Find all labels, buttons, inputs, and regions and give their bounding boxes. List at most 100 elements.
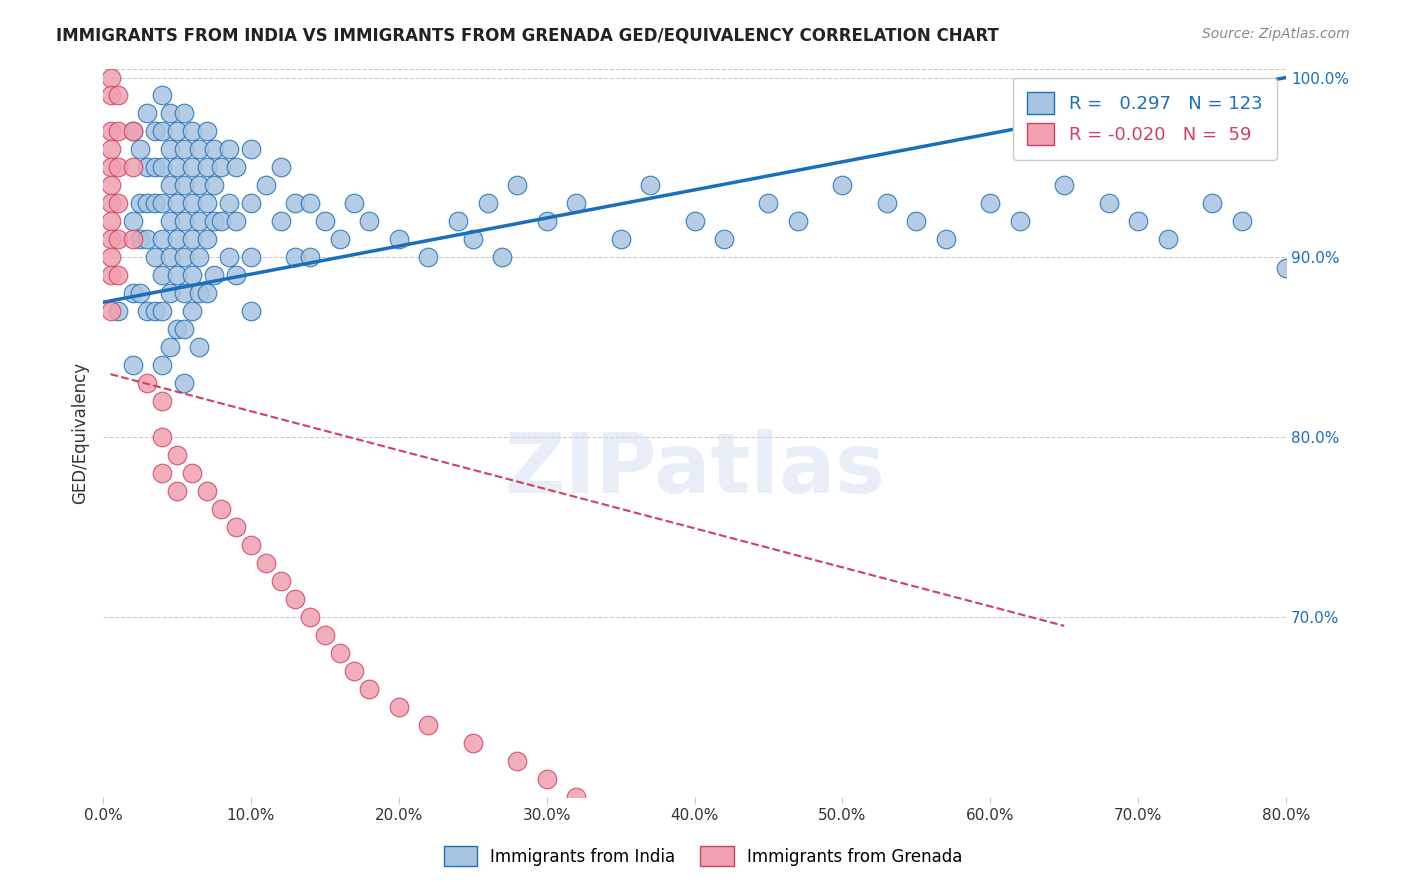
Point	[1008, 214, 1031, 228]
Point	[491, 250, 513, 264]
Point	[343, 664, 366, 678]
Point	[150, 430, 173, 444]
Point	[477, 196, 499, 211]
Point	[225, 268, 247, 283]
Point	[143, 124, 166, 138]
Point	[150, 268, 173, 283]
Point	[270, 574, 292, 588]
Point	[136, 196, 159, 211]
Point	[143, 196, 166, 211]
Point	[129, 143, 152, 157]
Point	[758, 880, 780, 892]
Point	[506, 754, 529, 768]
Point	[536, 214, 558, 228]
Point	[240, 538, 263, 552]
Point	[143, 304, 166, 318]
Point	[121, 161, 143, 175]
Point	[418, 250, 440, 264]
Point	[166, 124, 188, 138]
Point	[150, 232, 173, 246]
Point	[299, 610, 322, 624]
Point	[159, 178, 181, 193]
Point	[150, 466, 173, 480]
Point	[180, 196, 202, 211]
Point	[100, 124, 122, 138]
Point	[107, 196, 129, 211]
Point	[180, 161, 202, 175]
Point	[225, 520, 247, 534]
Legend: R =   0.297   N = 123, R = -0.020   N =  59: R = 0.297 N = 123, R = -0.020 N = 59	[1012, 78, 1277, 160]
Point	[107, 304, 129, 318]
Point	[654, 825, 676, 839]
Point	[1230, 214, 1253, 228]
Point	[188, 340, 211, 354]
Point	[565, 196, 588, 211]
Point	[150, 394, 173, 409]
Point	[329, 232, 352, 246]
Point	[166, 268, 188, 283]
Point	[1097, 196, 1119, 211]
Point	[195, 196, 218, 211]
Point	[638, 178, 661, 193]
Legend: Immigrants from India, Immigrants from Grenada: Immigrants from India, Immigrants from G…	[436, 838, 970, 875]
Point	[107, 161, 129, 175]
Point	[240, 196, 263, 211]
Point	[284, 591, 307, 606]
Point	[254, 556, 277, 570]
Point	[121, 124, 143, 138]
Point	[100, 161, 122, 175]
Point	[100, 268, 122, 283]
Point	[159, 106, 181, 120]
Point	[100, 178, 122, 193]
Point	[129, 232, 152, 246]
Point	[240, 143, 263, 157]
Point	[461, 232, 484, 246]
Point	[136, 161, 159, 175]
Point	[240, 250, 263, 264]
Point	[136, 304, 159, 318]
Point	[758, 196, 780, 211]
Point	[159, 214, 181, 228]
Point	[173, 143, 195, 157]
Point	[173, 178, 195, 193]
Point	[136, 232, 159, 246]
Point	[173, 376, 195, 391]
Point	[1319, 214, 1341, 228]
Point	[1393, 196, 1406, 211]
Point	[359, 214, 381, 228]
Point	[136, 106, 159, 120]
Point	[254, 178, 277, 193]
Point	[100, 232, 122, 246]
Point	[100, 196, 122, 211]
Point	[166, 483, 188, 498]
Point	[159, 340, 181, 354]
Point	[166, 322, 188, 336]
Point	[447, 214, 470, 228]
Point	[506, 178, 529, 193]
Point	[359, 681, 381, 696]
Y-axis label: GED/Equivalency: GED/Equivalency	[72, 361, 89, 504]
Point	[180, 124, 202, 138]
Point	[121, 232, 143, 246]
Point	[209, 161, 232, 175]
Point	[935, 232, 957, 246]
Point	[683, 214, 706, 228]
Point	[284, 196, 307, 211]
Point	[270, 214, 292, 228]
Point	[1275, 261, 1298, 276]
Point	[136, 376, 159, 391]
Point	[100, 304, 122, 318]
Point	[143, 161, 166, 175]
Point	[609, 232, 631, 246]
Point	[159, 286, 181, 301]
Point	[299, 196, 322, 211]
Point	[121, 124, 143, 138]
Point	[195, 483, 218, 498]
Point	[188, 214, 211, 228]
Point	[713, 862, 735, 876]
Point	[314, 214, 336, 228]
Point	[166, 232, 188, 246]
Point	[1201, 196, 1223, 211]
Point	[150, 161, 173, 175]
Point	[195, 286, 218, 301]
